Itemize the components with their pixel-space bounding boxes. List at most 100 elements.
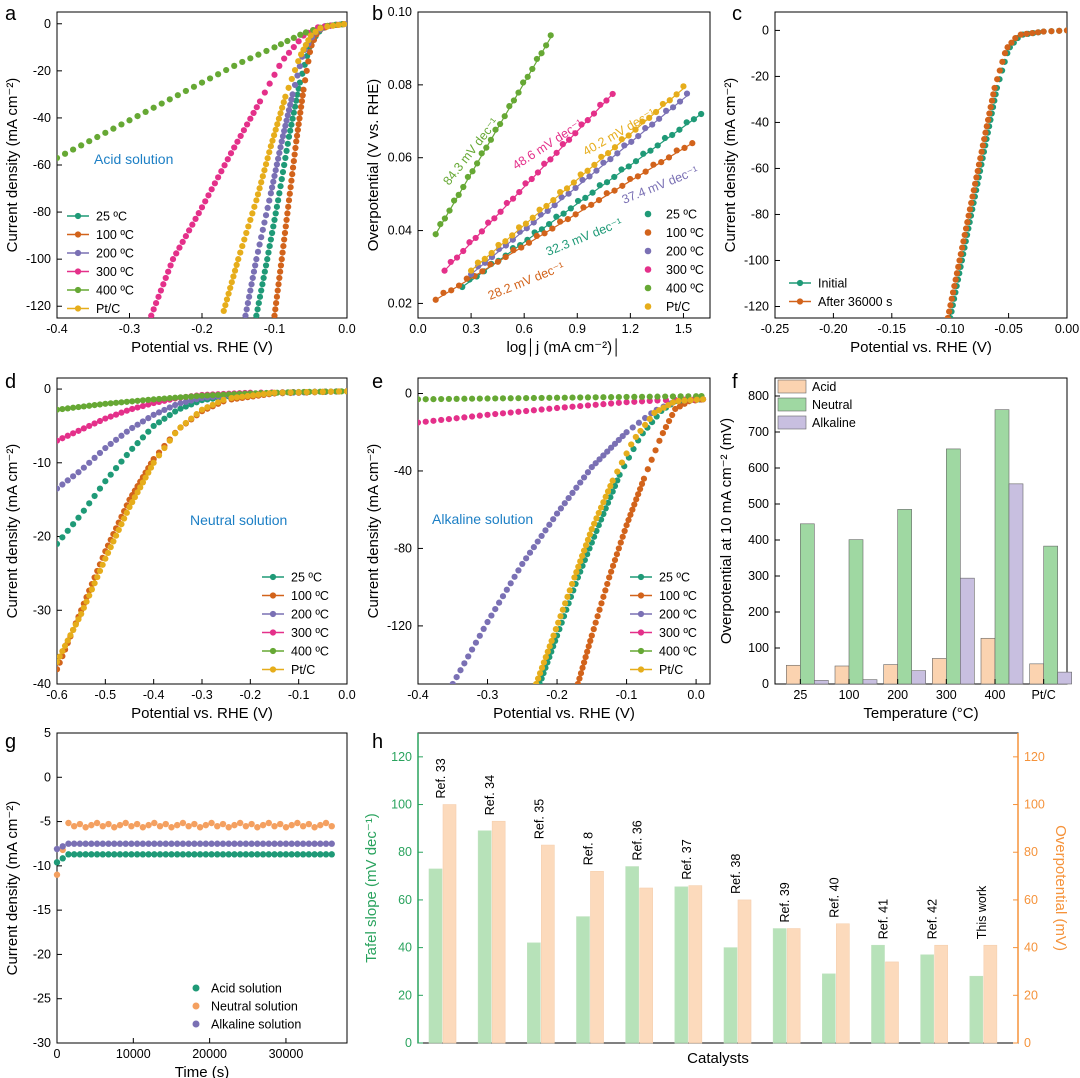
data-point <box>432 231 439 238</box>
data-point <box>492 395 499 402</box>
data-point <box>1017 31 1024 38</box>
y-tick-label: 700 <box>748 425 769 439</box>
legend-swatch <box>777 379 807 394</box>
legend-label: 25 ºC <box>96 210 127 224</box>
data-point <box>600 401 607 408</box>
data-point <box>661 134 669 142</box>
data-point <box>603 190 610 197</box>
data-point <box>264 155 271 162</box>
data-point <box>244 392 251 400</box>
data-point <box>134 404 141 411</box>
data-point <box>587 637 594 645</box>
data-point <box>660 404 667 411</box>
catalyst-label: Ref. 36 <box>631 820 645 860</box>
data-point <box>59 435 66 442</box>
data-point <box>422 396 429 403</box>
data-point <box>297 31 304 38</box>
data-point <box>584 648 591 655</box>
data-point <box>248 840 255 847</box>
y-tick-label: -120 <box>387 619 412 633</box>
data-point <box>110 538 117 545</box>
data-point <box>523 407 530 415</box>
y-tick-label: 0 <box>405 386 412 400</box>
data-point <box>689 140 696 147</box>
data-point <box>261 219 268 226</box>
fit-line <box>435 142 693 301</box>
y-tick-label: -40 <box>751 115 769 129</box>
bar <box>980 637 996 685</box>
data-point <box>168 840 175 847</box>
data-point <box>215 174 222 181</box>
data-point <box>637 427 644 435</box>
data-point <box>572 211 579 218</box>
data-point <box>271 71 278 78</box>
data-point <box>530 219 537 226</box>
data-point <box>453 674 460 681</box>
data-point <box>987 103 994 111</box>
data-point <box>564 215 571 223</box>
legend: 25 ºC 100 ºC 200 ºC 300 ºC 400 ºC Pt/C <box>630 571 697 677</box>
data-point <box>70 430 77 437</box>
data-point <box>202 198 209 205</box>
data-point <box>155 293 162 300</box>
data-point <box>959 244 966 251</box>
data-point <box>488 612 495 619</box>
data-point <box>1023 30 1030 37</box>
y-tick-label: 0 <box>405 1036 412 1050</box>
data-point <box>974 167 981 175</box>
data-point <box>984 116 992 123</box>
data-point <box>276 274 283 282</box>
data-point <box>231 840 238 847</box>
legend-marker <box>192 1002 200 1010</box>
y-axis-label: Current density (mA cm⁻²) <box>365 444 382 619</box>
data-point <box>968 199 975 207</box>
data-point <box>669 104 677 111</box>
data-point <box>546 643 553 650</box>
data-point <box>659 100 667 108</box>
data-point <box>285 133 293 140</box>
data-point <box>64 405 71 412</box>
data-point <box>593 527 600 535</box>
data-point <box>198 392 206 399</box>
legend-label: Alkaline <box>812 416 856 430</box>
data-point <box>295 389 302 396</box>
y-tick-label: 800 <box>748 389 769 403</box>
bar <box>800 523 815 685</box>
data-point <box>317 821 324 829</box>
data-point <box>588 463 595 471</box>
data-point <box>609 562 617 569</box>
data-point <box>615 393 622 401</box>
data-point <box>254 851 261 858</box>
data-point <box>64 527 71 534</box>
data-point <box>474 160 481 167</box>
data-point <box>311 840 318 847</box>
data-point <box>341 21 347 28</box>
data-point <box>96 485 104 492</box>
data-point <box>118 521 125 528</box>
data-point <box>105 820 112 828</box>
data-point <box>1012 34 1019 42</box>
data-point <box>453 254 461 261</box>
y-tick-label: -5 <box>40 815 51 829</box>
data-point <box>547 156 554 163</box>
data-point <box>593 167 600 174</box>
x-axis-label: Potential vs. RHE (V) <box>493 705 635 722</box>
data-point <box>319 388 326 395</box>
data-point <box>973 174 980 181</box>
data-point <box>449 680 456 684</box>
legend-label: After 36000 s <box>818 295 892 309</box>
data-point <box>266 80 273 87</box>
data-point <box>607 482 614 490</box>
data-point <box>457 667 464 674</box>
data-point <box>93 819 101 827</box>
data-point <box>133 820 141 828</box>
data-point <box>277 820 284 828</box>
y-tick-label: 60 <box>398 893 412 907</box>
overpotential-bar <box>442 804 457 1044</box>
data-point <box>133 840 141 847</box>
data-point <box>139 418 147 425</box>
data-point <box>282 223 289 230</box>
legend-label: 300 ºC <box>96 265 134 279</box>
legend-label: Pt/C <box>666 300 690 314</box>
data-point <box>220 307 227 315</box>
